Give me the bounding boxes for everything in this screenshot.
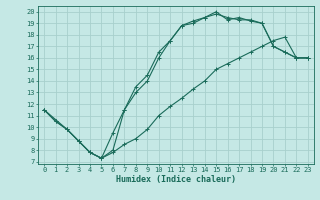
X-axis label: Humidex (Indice chaleur): Humidex (Indice chaleur): [116, 175, 236, 184]
